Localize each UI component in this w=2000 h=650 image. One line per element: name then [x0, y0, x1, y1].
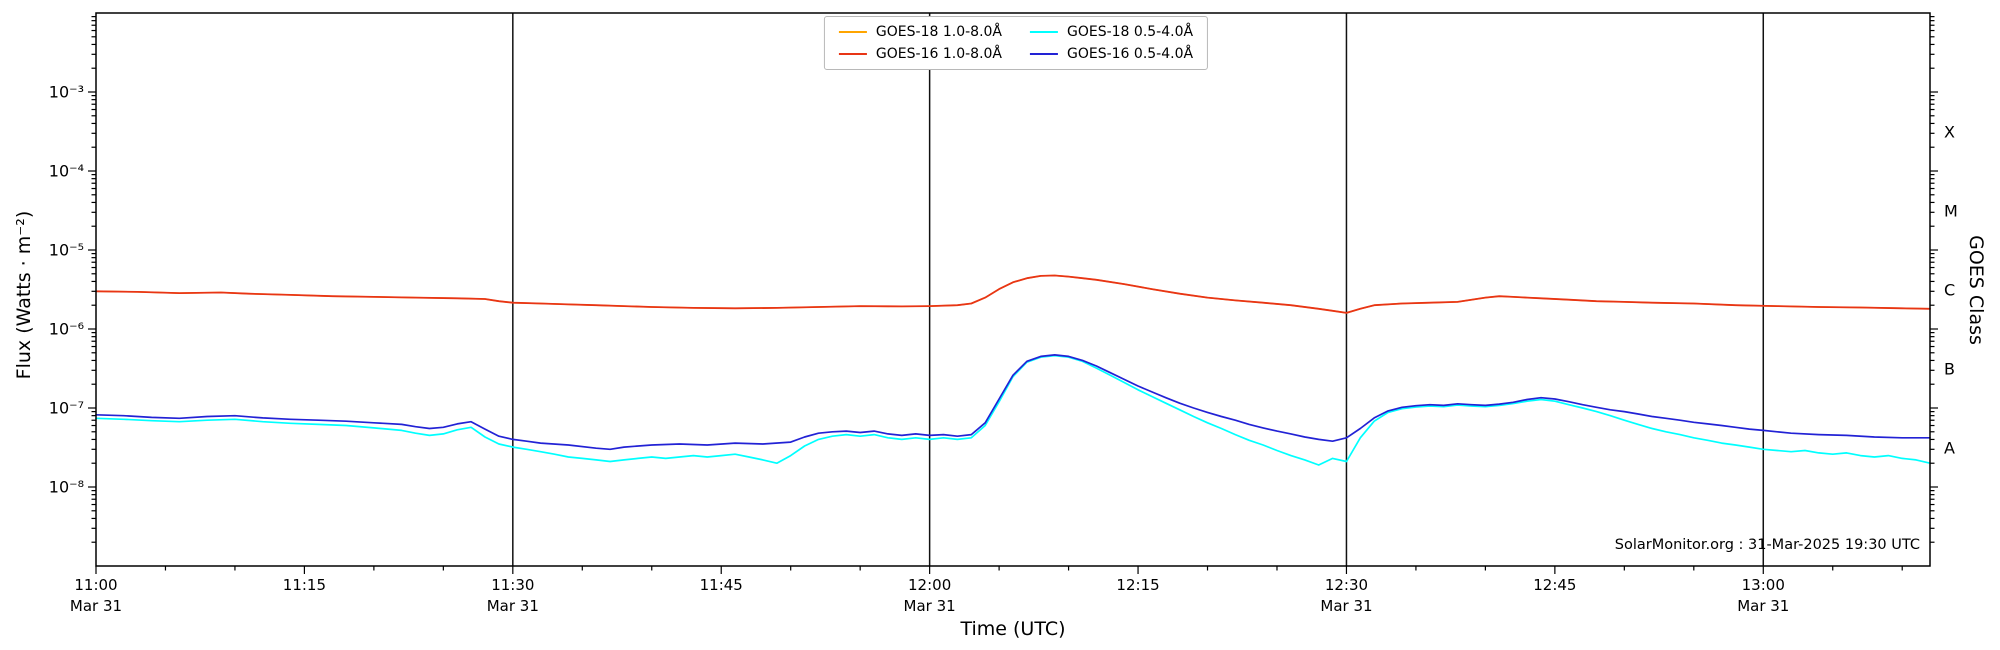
x-tick-label: 12:45 — [1533, 576, 1576, 594]
series-lines — [95, 274, 1931, 466]
legend-item-goes16-short: GOES-16 0.5-4.0Å — [1030, 46, 1193, 62]
legend-item-goes16-long: GOES-16 1.0-8.0Å — [838, 46, 1002, 62]
x-tick-date-label: Mar 31 — [70, 597, 122, 615]
x-tick-label: 13:00 — [1742, 576, 1785, 594]
legend-label: GOES-16 0.5-4.0Å — [1067, 46, 1194, 62]
y-axis-right: X M C B A — [1930, 16, 1958, 543]
y-tick-label: 10⁻³ — [49, 83, 84, 102]
x-tick-label: 11:00 — [74, 576, 117, 594]
x-tick-label: 12:00 — [908, 576, 951, 594]
x-tick-date-label: Mar 31 — [1320, 597, 1372, 615]
x-tick-date-label: Mar 31 — [1737, 597, 1789, 615]
legend-swatch-goes16-short — [1030, 52, 1058, 56]
legend-swatch-goes18-long — [838, 30, 867, 34]
goes-class-label: M — [1944, 202, 1958, 221]
y-tick-label: 10⁻⁴ — [49, 162, 84, 181]
legend-item-goes18-short: GOES-18 0.5-4.0Å — [1030, 24, 1193, 40]
x-tick-date-label: Mar 31 — [487, 597, 539, 615]
legend-label: GOES-18 1.0-8.0Å — [875, 24, 1002, 40]
x-tick-label: 11:15 — [283, 576, 326, 594]
series-line-goes-18-0-5-4-0a — [95, 354, 1931, 466]
legend-swatch-goes18-short — [1030, 30, 1058, 34]
legend-label: GOES-18 0.5-4.0Å — [1067, 24, 1194, 40]
y-tick-label: 10⁻⁶ — [49, 320, 84, 339]
x-tick-label: 12:15 — [1116, 576, 1159, 594]
vertical-lines — [512, 13, 1765, 566]
watermark-text: SolarMonitor.org : 31-Mar-2025 19:30 UTC — [1614, 537, 1920, 553]
series-line-goes-16-0-5-4-0a — [95, 354, 1931, 451]
y-tick-label: 10⁻⁷ — [49, 399, 84, 418]
plot-border — [95, 12, 1931, 567]
y-tick-label: 10⁻⁸ — [49, 478, 84, 497]
x-axis: 11:00 Mar 31 11:15 11:30 Mar 31 11:45 12:00 Mar… — [70, 566, 1903, 615]
x-axis-label: Time (UTC) — [960, 618, 1066, 640]
goes-class-label: X — [1944, 123, 1955, 142]
goes-class-label: B — [1944, 360, 1955, 379]
series-line-goes-18-1-0-8-0a — [95, 274, 1931, 314]
x-tick-label: 12:30 — [1325, 576, 1368, 594]
x-tick-label: 11:30 — [491, 576, 534, 594]
legend-label: GOES-16 1.0-8.0Å — [875, 46, 1002, 62]
right-axis-label: GOES Class — [1965, 235, 1987, 345]
legend-swatch-goes16-long — [838, 52, 867, 56]
legend: GOES-18 1.0-8.0Å GOES-16 1.0-8.0Å GOES-1… — [823, 16, 1209, 70]
x-tick-date-label: Mar 31 — [904, 597, 956, 615]
goes-class-label: A — [1944, 439, 1955, 458]
goes-class-label: C — [1944, 281, 1955, 300]
series-line-goes-16-1-0-8-0a — [95, 274, 1931, 314]
x-tick-label: 11:45 — [700, 576, 743, 594]
y-tick-label: 10⁻⁵ — [49, 241, 84, 260]
legend-item-goes18-long: GOES-18 1.0-8.0Å — [838, 24, 1002, 40]
y-axis-label: Flux (Watts · m⁻²) — [13, 210, 35, 380]
y-axis-left: 10⁻³ 10⁻⁴ 10⁻⁵ 10⁻⁶ 10⁻⁷ 10⁻⁸ — [49, 16, 96, 543]
